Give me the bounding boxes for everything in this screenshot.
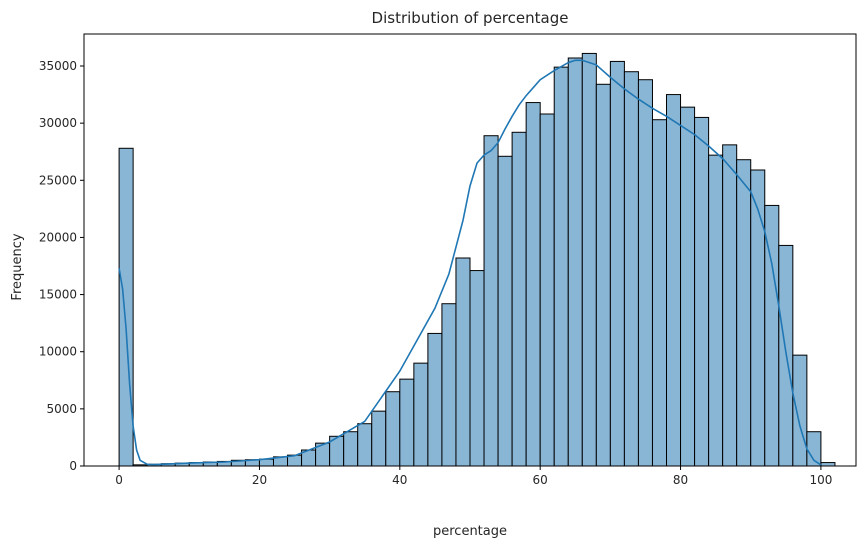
histogram-bar bbox=[736, 159, 752, 467]
histogram-bar bbox=[441, 303, 457, 467]
plot-frame bbox=[83, 33, 857, 467]
histogram-bar bbox=[581, 52, 597, 467]
histogram-bar bbox=[371, 410, 387, 467]
y-tick-label: 15000 bbox=[39, 288, 77, 302]
histogram-bar bbox=[666, 94, 682, 467]
histogram-bar bbox=[708, 154, 724, 467]
y-tick-label: 30000 bbox=[39, 116, 77, 130]
histogram-bar bbox=[792, 354, 808, 467]
y-tick-label: 20000 bbox=[39, 230, 77, 244]
histogram-bar bbox=[427, 332, 443, 467]
histogram-bar bbox=[750, 169, 766, 467]
y-tick-label: 35000 bbox=[39, 59, 77, 73]
histogram-bar bbox=[118, 147, 134, 467]
histogram-bar bbox=[399, 378, 415, 467]
kde-curve bbox=[118, 59, 822, 466]
y-tick-label: 10000 bbox=[39, 345, 77, 359]
x-tick-label: 0 bbox=[115, 473, 123, 487]
histogram-bar bbox=[595, 83, 611, 467]
histogram-bar bbox=[455, 257, 471, 467]
histogram-bar bbox=[722, 144, 738, 467]
x-tick-label: 20 bbox=[252, 473, 267, 487]
bars-group bbox=[118, 52, 836, 467]
histogram-bar bbox=[413, 362, 429, 467]
histogram-bar bbox=[497, 155, 513, 467]
y-tick-label: 25000 bbox=[39, 173, 77, 187]
chart-title: Distribution of percentage bbox=[372, 9, 569, 27]
histogram-bar bbox=[553, 66, 569, 467]
x-tick-label: 40 bbox=[392, 473, 407, 487]
histogram-bar bbox=[567, 57, 583, 467]
y-tick-label: 5000 bbox=[46, 402, 77, 416]
x-tick-label: 60 bbox=[533, 473, 548, 487]
histogram-bar bbox=[511, 131, 527, 467]
histogram-bar bbox=[357, 423, 373, 467]
x-tick-label: 100 bbox=[809, 473, 832, 487]
y-axis-label: Frequency bbox=[10, 233, 25, 300]
histogram-bar bbox=[343, 431, 359, 467]
histogram-bar bbox=[694, 116, 710, 467]
histogram-bar bbox=[609, 60, 625, 467]
y-tick-label: 0 bbox=[69, 459, 77, 473]
histogram-bar bbox=[469, 270, 485, 467]
histogram-bar bbox=[483, 135, 499, 467]
histogram-bar bbox=[820, 462, 836, 467]
histogram-bar bbox=[623, 71, 639, 467]
x-axis-label: percentage bbox=[433, 524, 507, 539]
histogram-bar bbox=[525, 102, 541, 467]
x-tick-label: 80 bbox=[673, 473, 688, 487]
histogram-bar bbox=[385, 391, 401, 467]
histogram-bar bbox=[637, 79, 653, 467]
histogram-bar bbox=[539, 113, 555, 467]
histogram-bar bbox=[680, 106, 696, 467]
histogram-bar bbox=[651, 119, 668, 467]
axes-group: 0 20 40 60 80 100 0 5000 10000 15000 20000 25000 300… bbox=[39, 33, 857, 487]
